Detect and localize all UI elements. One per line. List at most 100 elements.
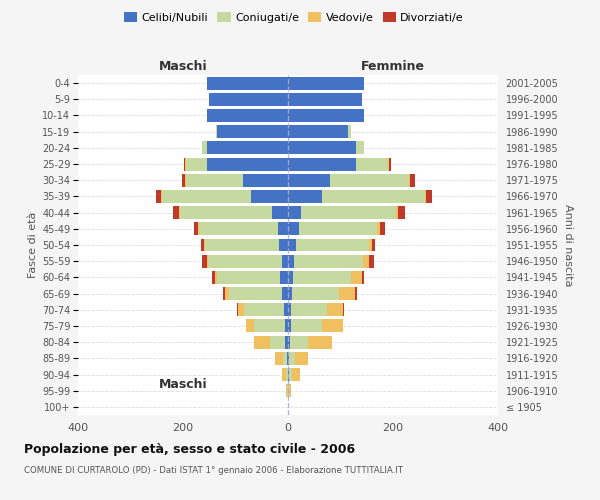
Bar — [389, 158, 391, 170]
Bar — [251, 190, 288, 203]
Bar — [286, 320, 288, 332]
Bar — [356, 142, 364, 154]
Bar — [280, 271, 288, 284]
Bar — [322, 190, 425, 203]
Text: COMUNE DI CURTAROLO (PD) - Dati ISTAT 1° gennaio 2006 - Elaborazione TUTTITALIA.: COMUNE DI CURTAROLO (PD) - Dati ISTAT 1°… — [24, 466, 403, 475]
Bar — [237, 304, 238, 316]
Bar — [308, 336, 332, 348]
Bar — [361, 271, 364, 284]
Bar — [290, 320, 322, 332]
Bar — [356, 158, 388, 170]
Bar — [193, 222, 198, 235]
Bar — [288, 76, 364, 90]
Bar — [217, 271, 280, 284]
Bar — [209, 93, 288, 106]
Bar — [223, 287, 225, 300]
Bar — [275, 352, 283, 365]
Bar — [286, 336, 288, 348]
Bar — [162, 190, 251, 203]
Bar — [370, 238, 372, 252]
Y-axis label: Fasce di età: Fasce di età — [28, 212, 38, 278]
Bar — [380, 222, 385, 235]
Bar — [181, 206, 272, 219]
Bar — [282, 287, 288, 300]
Bar — [288, 109, 364, 122]
Y-axis label: Anni di nascita: Anni di nascita — [563, 204, 572, 286]
Bar — [288, 271, 293, 284]
Bar — [425, 190, 426, 203]
Bar — [288, 206, 301, 219]
Bar — [286, 368, 288, 381]
Bar — [182, 174, 185, 186]
Bar — [283, 352, 287, 365]
Text: Maschi: Maschi — [158, 60, 208, 72]
Bar — [355, 287, 357, 300]
Bar — [289, 384, 290, 397]
Bar — [282, 254, 288, 268]
Bar — [426, 190, 433, 203]
Bar — [290, 304, 328, 316]
Bar — [343, 304, 344, 316]
Bar — [244, 174, 288, 186]
Bar — [208, 254, 282, 268]
Bar — [293, 271, 351, 284]
Legend: Celibi/Nubili, Coniugati/e, Vedovi/e, Divorziati/e: Celibi/Nubili, Coniugati/e, Vedovi/e, Di… — [119, 8, 469, 28]
Bar — [212, 271, 215, 284]
Bar — [199, 222, 277, 235]
Bar — [288, 287, 292, 300]
Bar — [295, 254, 362, 268]
Bar — [288, 352, 289, 365]
Bar — [246, 320, 254, 332]
Bar — [277, 222, 288, 235]
Bar — [185, 158, 206, 170]
Bar — [184, 158, 185, 170]
Bar — [288, 254, 295, 268]
Bar — [289, 368, 292, 381]
Bar — [409, 174, 410, 186]
Bar — [288, 304, 290, 316]
Bar — [206, 142, 288, 154]
Bar — [395, 206, 398, 219]
Bar — [296, 238, 370, 252]
Bar — [244, 304, 284, 316]
Bar — [292, 287, 340, 300]
Bar — [287, 352, 288, 365]
Bar — [156, 190, 161, 203]
Bar — [286, 384, 287, 397]
Bar — [206, 254, 208, 268]
Bar — [288, 142, 356, 154]
Bar — [288, 125, 349, 138]
Bar — [377, 222, 380, 235]
Bar — [388, 158, 389, 170]
Bar — [254, 336, 269, 348]
Bar — [238, 304, 244, 316]
Bar — [282, 368, 286, 381]
Bar — [288, 93, 361, 106]
Bar — [328, 304, 343, 316]
Bar — [288, 222, 299, 235]
Bar — [206, 76, 288, 90]
Text: Femmine: Femmine — [361, 60, 425, 72]
Bar — [398, 206, 404, 219]
Bar — [288, 158, 356, 170]
Bar — [206, 158, 288, 170]
Bar — [206, 109, 288, 122]
Bar — [202, 238, 204, 252]
Bar — [229, 287, 282, 300]
Bar — [288, 320, 290, 332]
Bar — [197, 222, 199, 235]
Bar — [284, 304, 288, 316]
Bar — [202, 142, 206, 154]
Bar — [288, 238, 296, 252]
Bar — [301, 206, 395, 219]
Bar — [179, 206, 181, 219]
Bar — [288, 368, 289, 381]
Text: Popolazione per età, sesso e stato civile - 2006: Popolazione per età, sesso e stato civil… — [24, 442, 355, 456]
Bar — [289, 352, 295, 365]
Bar — [272, 206, 288, 219]
Bar — [288, 174, 330, 186]
Bar — [372, 238, 374, 252]
Bar — [185, 174, 244, 186]
Bar — [410, 174, 415, 186]
Bar — [215, 271, 217, 284]
